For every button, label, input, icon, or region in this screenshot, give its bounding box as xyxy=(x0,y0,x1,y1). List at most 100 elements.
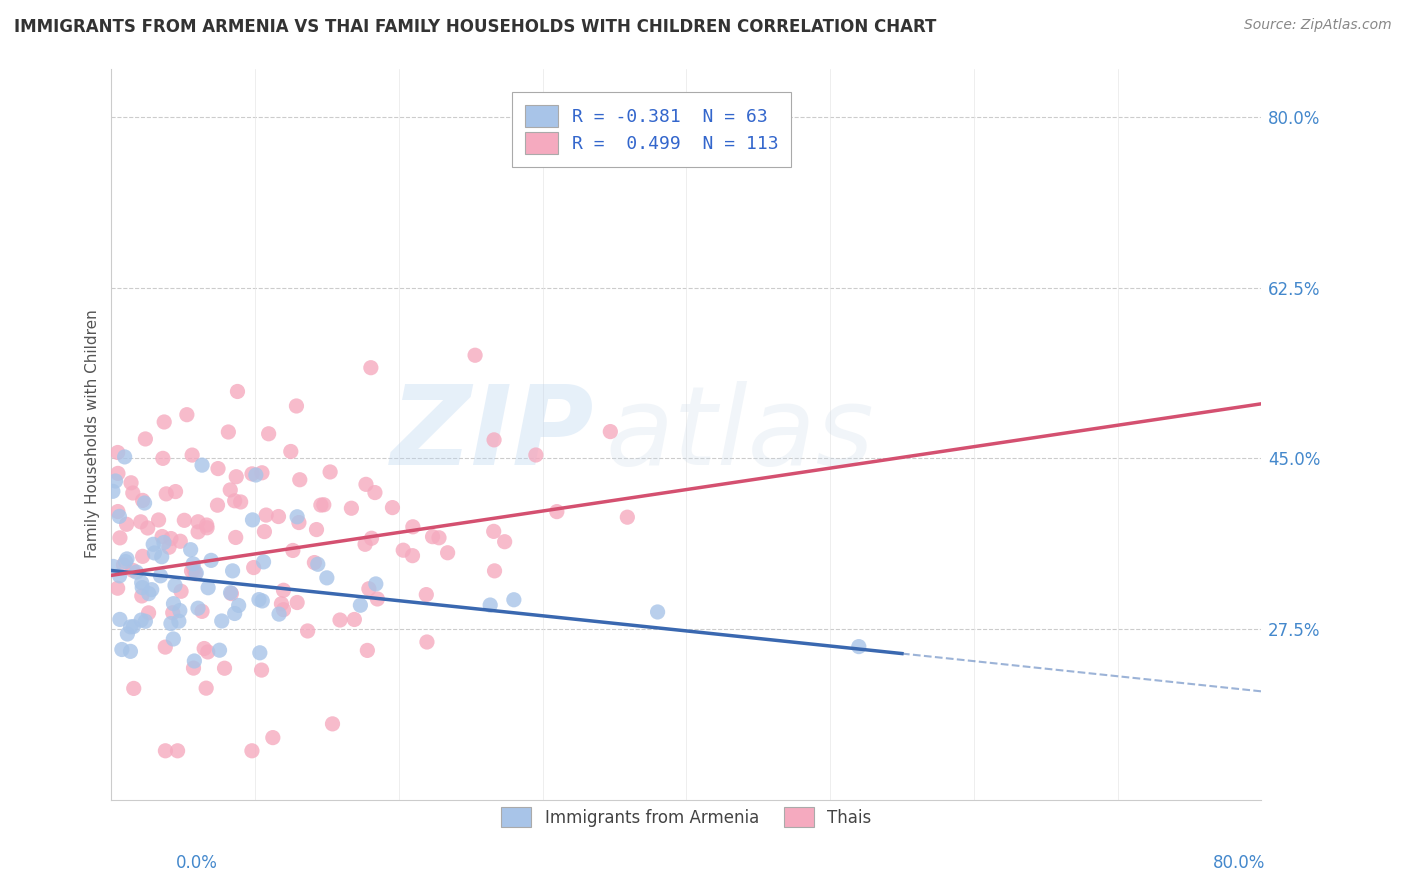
Point xyxy=(364,485,387,500)
Text: ZIP: ZIP xyxy=(391,381,595,488)
Point xyxy=(115,552,138,566)
Point xyxy=(186,566,208,580)
Point xyxy=(152,451,174,466)
Point xyxy=(364,577,387,591)
Point xyxy=(165,484,187,499)
Point xyxy=(250,663,273,677)
Point xyxy=(524,448,547,462)
Point xyxy=(273,583,295,598)
Point xyxy=(134,432,156,446)
Point xyxy=(281,543,304,558)
Point xyxy=(195,521,218,535)
Point xyxy=(250,466,273,480)
Point xyxy=(343,612,366,626)
Point xyxy=(134,614,156,628)
Point xyxy=(285,399,308,413)
Point xyxy=(114,450,136,464)
Point xyxy=(494,534,516,549)
Point xyxy=(160,532,183,546)
Point xyxy=(285,595,308,609)
Point xyxy=(111,642,134,657)
Point xyxy=(484,564,506,578)
Point xyxy=(360,531,382,545)
Point xyxy=(104,474,127,488)
Point xyxy=(153,535,176,549)
Point xyxy=(288,473,311,487)
Point xyxy=(183,654,205,668)
Point xyxy=(224,607,246,621)
Point xyxy=(354,477,377,491)
Point xyxy=(245,467,267,482)
Point xyxy=(108,612,131,626)
Point xyxy=(170,584,193,599)
Point xyxy=(242,513,264,527)
Point xyxy=(112,558,135,572)
Point xyxy=(108,531,131,545)
Point xyxy=(207,498,229,512)
Point xyxy=(402,520,425,534)
Point xyxy=(162,597,184,611)
Point xyxy=(122,563,145,577)
Point xyxy=(546,505,568,519)
Point xyxy=(120,475,142,490)
Point xyxy=(219,585,242,599)
Point xyxy=(253,524,276,539)
Point xyxy=(197,581,219,595)
Point xyxy=(122,620,145,634)
Point xyxy=(309,498,332,512)
Point xyxy=(183,661,205,675)
Point xyxy=(107,467,129,481)
Point xyxy=(173,513,195,527)
Point xyxy=(181,448,204,462)
Point xyxy=(416,635,439,649)
Point xyxy=(129,515,152,529)
Point xyxy=(162,632,184,646)
Point xyxy=(267,607,290,621)
Y-axis label: Family Households with Children: Family Households with Children xyxy=(86,310,100,558)
Point xyxy=(197,645,219,659)
Point xyxy=(138,586,160,600)
Point xyxy=(166,744,188,758)
Point xyxy=(349,599,371,613)
Point xyxy=(181,557,204,571)
Point xyxy=(143,546,166,560)
Point xyxy=(288,516,311,530)
Point xyxy=(208,643,231,657)
Point xyxy=(187,515,209,529)
Text: Source: ZipAtlas.com: Source: ZipAtlas.com xyxy=(1244,18,1392,32)
Point xyxy=(115,517,138,532)
Point xyxy=(169,534,191,549)
Point xyxy=(354,537,377,551)
Point xyxy=(191,604,214,618)
Point xyxy=(340,501,363,516)
Point xyxy=(297,624,319,638)
Point xyxy=(157,540,180,554)
Point xyxy=(280,444,302,458)
Point xyxy=(162,606,184,620)
Point xyxy=(247,592,270,607)
Point xyxy=(427,531,450,545)
Point xyxy=(242,560,264,574)
Point xyxy=(149,569,172,583)
Point xyxy=(155,640,177,654)
Point xyxy=(319,465,342,479)
Point xyxy=(502,592,524,607)
Point xyxy=(401,549,423,563)
Point xyxy=(221,564,243,578)
Point xyxy=(221,586,243,600)
Point xyxy=(148,513,170,527)
Point xyxy=(180,542,202,557)
Point xyxy=(142,537,165,551)
Point xyxy=(131,549,153,564)
Text: atlas: atlas xyxy=(606,381,875,488)
Point xyxy=(187,601,209,615)
Point xyxy=(131,493,153,508)
Point xyxy=(305,523,328,537)
Point xyxy=(240,467,263,481)
Point xyxy=(176,408,198,422)
Point xyxy=(125,565,148,579)
Point xyxy=(848,640,870,654)
Point xyxy=(224,493,246,508)
Point xyxy=(163,578,186,592)
Point xyxy=(219,483,242,497)
